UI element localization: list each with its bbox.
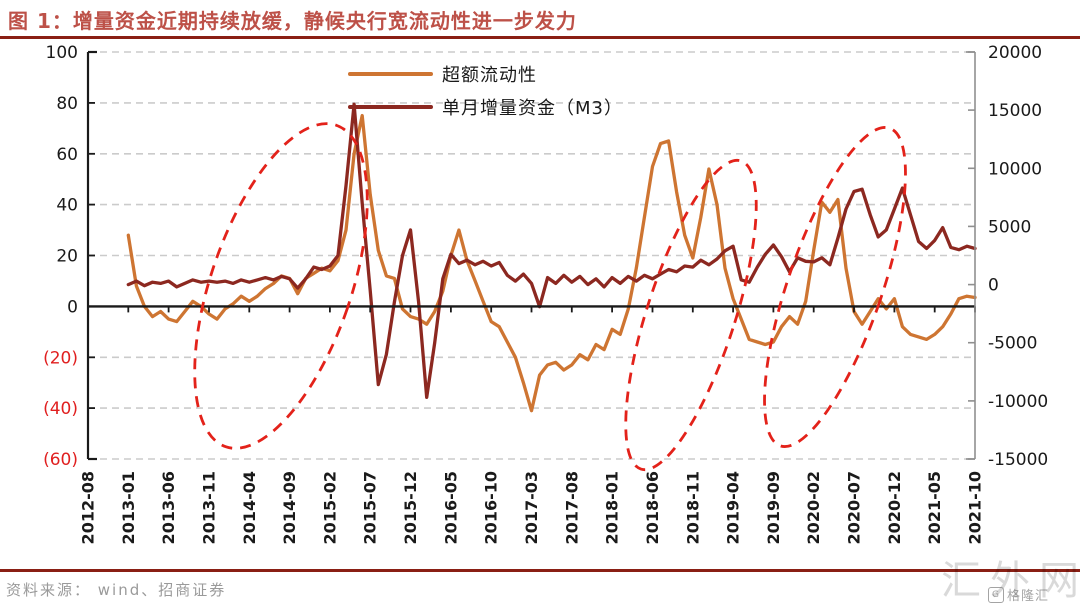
series-m3-incremental-line	[126, 102, 977, 400]
x-axis-tick-label: 2018-01	[603, 471, 622, 544]
x-axis-tick-label: 2014-04	[240, 471, 259, 544]
x-axis-tick-label: 2016-05	[441, 471, 460, 544]
left-axis-tick-label: 40	[56, 196, 78, 216]
legend-line-swatch-orange	[348, 72, 433, 76]
watermark-text: 汇外网	[941, 558, 1080, 604]
left-axis-tick-label: 60	[56, 145, 78, 165]
x-axis-tick-label: 2016-10	[482, 471, 501, 544]
left-axis-tick-label: (40)	[43, 399, 78, 419]
x-axis-tick-label: 2019-04	[724, 471, 743, 544]
x-axis-tick-label: 2017-03	[522, 471, 541, 544]
right-axis-tick-label: 0	[988, 276, 999, 296]
annotation-ellipse	[624, 158, 758, 472]
x-axis-tick-label: 2020-02	[804, 471, 823, 544]
x-axis-tick-label: 2018-11	[683, 471, 702, 544]
annotation-ellipse	[763, 126, 907, 448]
x-axis-tick-label: 2015-07	[361, 471, 380, 544]
legend-line-swatch-darkred	[348, 105, 433, 109]
left-axis-tick-label: 100	[46, 43, 78, 63]
x-axis-tick-label: 2015-12	[401, 471, 420, 544]
legend-item-m3-incremental-funds: 单月增量资金（M3）	[348, 95, 623, 119]
right-axis-tick-label: -15000	[988, 450, 1048, 470]
left-axis-tick-label: 0	[67, 297, 78, 317]
legend-item-excess-liquidity: 超额流动性	[348, 62, 623, 86]
annotation-ellipse	[193, 122, 369, 450]
left-axis-tick-label: (60)	[43, 450, 78, 470]
x-axis-tick-label: 2013-06	[159, 471, 178, 544]
x-axis-tick-label: 2019-09	[764, 471, 783, 544]
title-underline	[0, 36, 1080, 39]
right-axis-tick-label: 15000	[988, 101, 1042, 121]
x-axis-tick-label: 2020-07	[845, 471, 864, 544]
x-axis-tick-label: 2021-05	[925, 471, 944, 544]
legend-label: 单月增量资金（M3）	[442, 98, 623, 119]
x-axis-tick-label: 2021-10	[966, 471, 985, 544]
x-axis-tick-label: 2015-02	[320, 471, 339, 544]
x-axis-tick-label: 2013-11	[200, 471, 219, 544]
x-axis-tick-label: 2014-09	[280, 471, 299, 544]
right-axis-tick-label: 20000	[988, 43, 1042, 63]
figure-title: 图 1：增量资金近期持续放缓，静候央行宽流动性进一步发力	[8, 9, 577, 33]
right-axis-tick-label: -10000	[988, 392, 1048, 412]
x-axis-tick-label: 2020-12	[885, 471, 904, 544]
watermark-logo-label: 格隆汇	[1007, 589, 1050, 604]
x-axis-tick-label: 2018-06	[643, 471, 662, 544]
x-axis-tick-label: 2017-08	[562, 471, 581, 544]
x-axis-tick-label: 2013-01	[119, 471, 138, 544]
chart-legend: 超额流动性 单月增量资金（M3）	[348, 62, 623, 119]
right-axis-tick-label: -5000	[988, 334, 1037, 354]
source-note: 资料来源： wind、招商证券	[6, 581, 227, 599]
x-axis-tick-label: 2012-08	[79, 471, 98, 544]
left-axis-tick-label: 80	[56, 94, 78, 114]
legend-label: 超额流动性	[442, 65, 537, 86]
watermark-logo-icon: G	[988, 586, 1004, 603]
left-axis-tick-label: 20	[56, 247, 78, 267]
right-axis-tick-label: 5000	[988, 217, 1031, 237]
bottom-divider	[0, 569, 1080, 572]
watermark-logo: G 格隆汇	[988, 585, 1049, 604]
left-axis-tick-label: (20)	[43, 348, 78, 368]
series-excess-liquidity-line	[126, 113, 977, 413]
right-axis-tick-label: 10000	[988, 159, 1042, 179]
